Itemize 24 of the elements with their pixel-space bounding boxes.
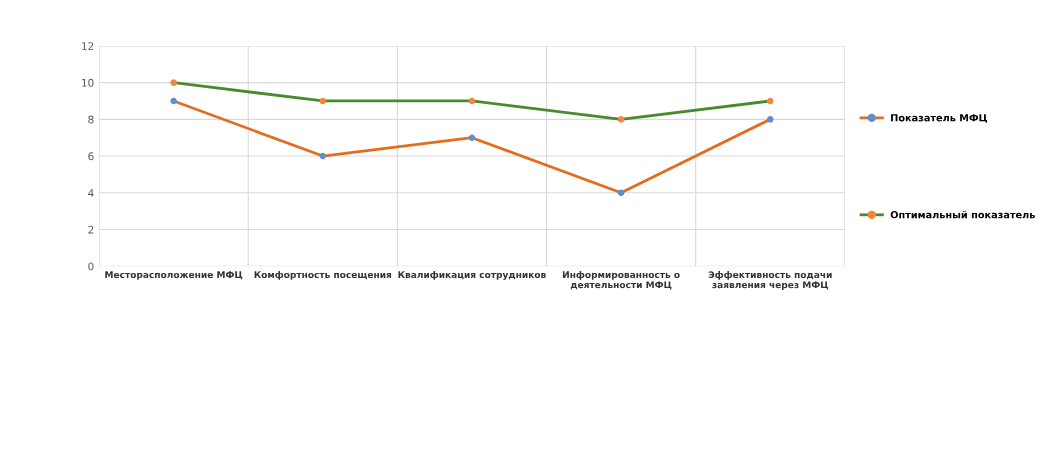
y-tick-label: 12	[82, 42, 94, 50]
legend-label: Оптимальный показатель	[890, 210, 1035, 219]
x-tick-label: Эффективность подачи заявления через МФЦ	[708, 271, 832, 290]
point	[170, 79, 177, 86]
point	[767, 116, 774, 123]
point	[319, 97, 327, 105]
point	[617, 189, 625, 197]
y-tick-label: 10	[82, 78, 94, 87]
y-tick-label: 8	[88, 115, 94, 124]
y-tick-label: 2	[88, 225, 94, 234]
legend-label: Показатель МФЦ	[891, 114, 988, 123]
y-tick-label: 4	[88, 189, 94, 197]
point	[319, 152, 327, 160]
point	[468, 134, 476, 141]
x-tick-label: Комфортность посещения	[254, 271, 392, 280]
point	[617, 116, 625, 123]
point	[767, 97, 774, 105]
y-tick-label: 0	[88, 262, 94, 271]
y-tick-label: 6	[88, 152, 94, 161]
x-tick-label: Квалификация сотрудников	[398, 271, 546, 280]
point	[468, 97, 476, 105]
x-tick-label: Месторасположение МФЦ	[105, 271, 243, 280]
point	[170, 97, 177, 105]
x-tick-label: Информированность о деятельности МФЦ	[562, 271, 680, 290]
